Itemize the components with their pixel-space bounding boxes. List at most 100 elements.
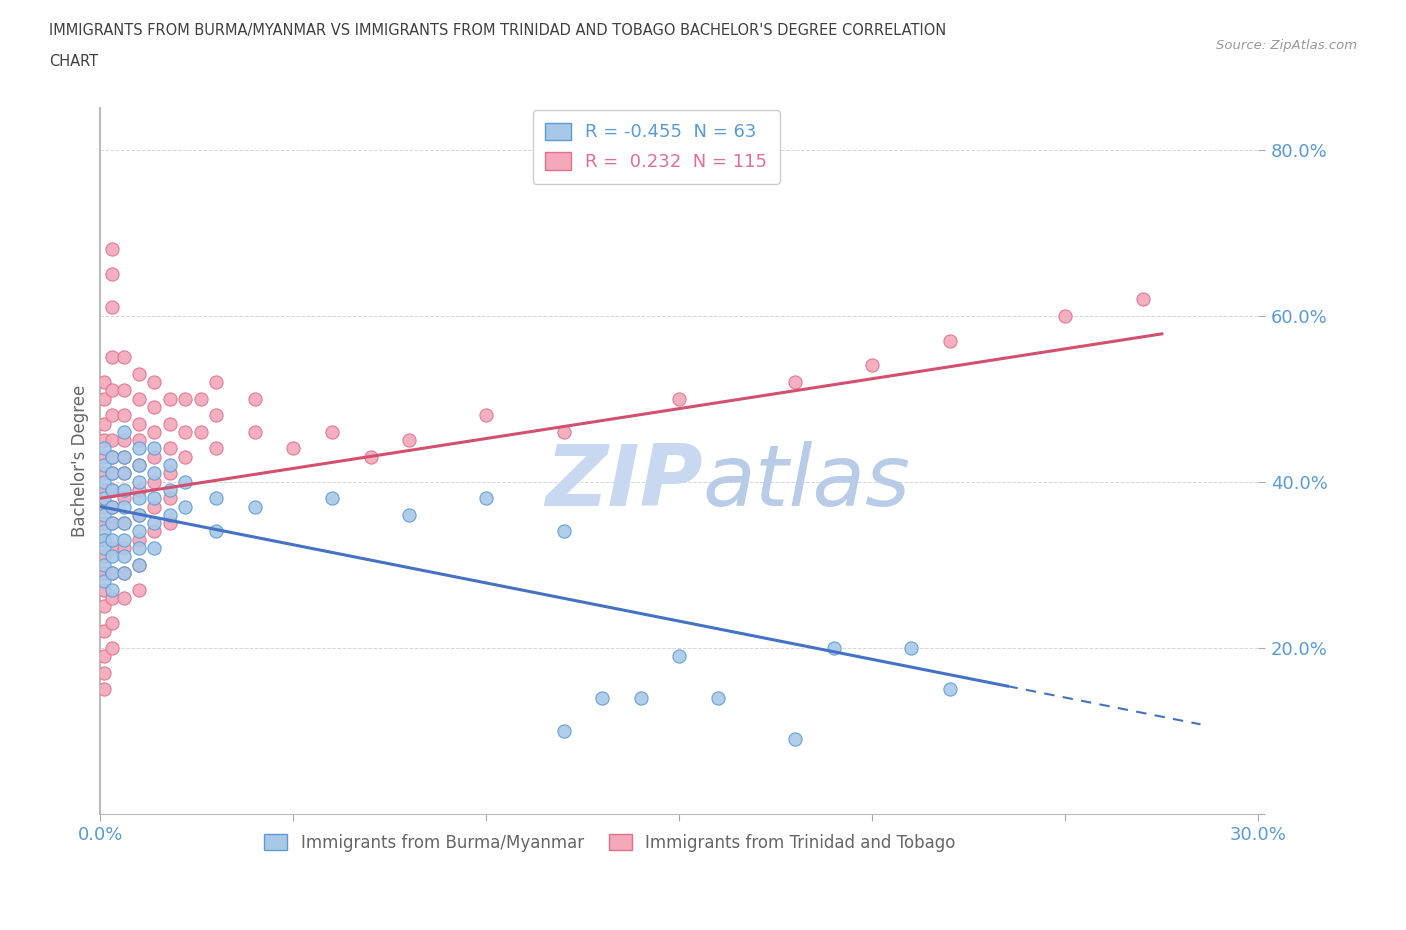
- Text: atlas: atlas: [703, 441, 911, 524]
- Point: [159, 392, 181, 406]
- Point: [398, 508, 420, 523]
- Point: [101, 532, 124, 547]
- Point: [243, 424, 266, 439]
- Point: [128, 432, 150, 447]
- Text: ZIP: ZIP: [546, 441, 703, 524]
- Point: [112, 483, 135, 498]
- Point: [112, 449, 135, 464]
- Point: [93, 525, 115, 539]
- Point: [112, 466, 135, 481]
- Point: [101, 516, 124, 531]
- Point: [93, 466, 115, 481]
- Point: [112, 424, 135, 439]
- Y-axis label: Bachelor's Degree: Bachelor's Degree: [72, 385, 89, 537]
- Point: [174, 392, 197, 406]
- Point: [143, 525, 166, 539]
- Point: [101, 499, 124, 514]
- Point: [128, 557, 150, 572]
- Point: [159, 441, 181, 456]
- Point: [112, 466, 135, 481]
- Point: [112, 516, 135, 531]
- Point: [553, 724, 575, 738]
- Text: CHART: CHART: [49, 54, 98, 69]
- Point: [93, 416, 115, 431]
- Point: [630, 690, 652, 705]
- Point: [93, 508, 115, 523]
- Point: [159, 491, 181, 506]
- Point: [128, 491, 150, 506]
- Point: [321, 491, 343, 506]
- Point: [823, 641, 845, 656]
- Point: [101, 466, 124, 481]
- Point: [101, 582, 124, 597]
- Point: [101, 383, 124, 398]
- Point: [143, 540, 166, 555]
- Point: [128, 508, 150, 523]
- Point: [93, 458, 115, 472]
- Point: [128, 557, 150, 572]
- Point: [553, 525, 575, 539]
- Point: [112, 565, 135, 580]
- Point: [159, 416, 181, 431]
- Point: [243, 499, 266, 514]
- Point: [475, 407, 498, 422]
- Point: [938, 333, 960, 348]
- Point: [93, 549, 115, 564]
- Point: [112, 432, 135, 447]
- Point: [143, 375, 166, 390]
- Point: [112, 499, 135, 514]
- Point: [143, 499, 166, 514]
- Point: [93, 557, 115, 572]
- Point: [101, 591, 124, 605]
- Point: [205, 491, 228, 506]
- Point: [93, 582, 115, 597]
- Point: [93, 499, 115, 514]
- Point: [128, 458, 150, 472]
- Point: [101, 449, 124, 464]
- Point: [159, 466, 181, 481]
- Point: [93, 682, 115, 697]
- Point: [93, 483, 115, 498]
- Point: [1054, 308, 1077, 323]
- Point: [159, 516, 181, 531]
- Point: [101, 565, 124, 580]
- Point: [143, 441, 166, 456]
- Point: [128, 525, 150, 539]
- Point: [360, 449, 382, 464]
- Text: Source: ZipAtlas.com: Source: ZipAtlas.com: [1216, 39, 1357, 52]
- Point: [190, 392, 212, 406]
- Point: [112, 565, 135, 580]
- Point: [205, 375, 228, 390]
- Point: [93, 599, 115, 614]
- Point: [707, 690, 730, 705]
- Point: [93, 516, 115, 531]
- Point: [159, 483, 181, 498]
- Point: [101, 432, 124, 447]
- Point: [128, 392, 150, 406]
- Point: [143, 400, 166, 415]
- Point: [128, 416, 150, 431]
- Point: [101, 466, 124, 481]
- Point: [668, 648, 690, 663]
- Point: [1132, 291, 1154, 306]
- Point: [128, 474, 150, 489]
- Point: [143, 491, 166, 506]
- Point: [93, 574, 115, 589]
- Point: [938, 682, 960, 697]
- Point: [101, 242, 124, 257]
- Point: [128, 508, 150, 523]
- Point: [101, 267, 124, 282]
- Point: [128, 540, 150, 555]
- Point: [112, 383, 135, 398]
- Point: [112, 549, 135, 564]
- Point: [93, 375, 115, 390]
- Point: [174, 474, 197, 489]
- Point: [101, 449, 124, 464]
- Point: [112, 540, 135, 555]
- Point: [93, 392, 115, 406]
- Point: [93, 565, 115, 580]
- Point: [112, 516, 135, 531]
- Point: [101, 299, 124, 314]
- Point: [668, 392, 690, 406]
- Point: [93, 648, 115, 663]
